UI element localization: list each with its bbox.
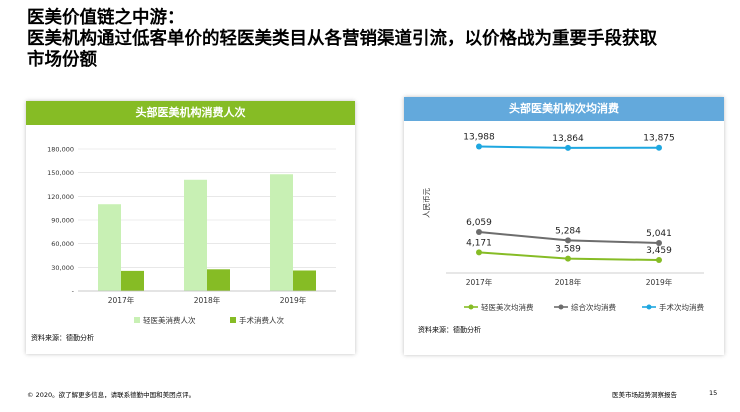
title-line-3: 市场份额 xyxy=(27,50,97,70)
bar-light xyxy=(270,174,293,291)
x-tick-label: 2019年 xyxy=(646,277,673,287)
y-tick-label: 120,000 xyxy=(47,193,74,201)
series-point xyxy=(476,249,482,256)
legend-marker xyxy=(468,304,474,310)
data-label: 13,864 xyxy=(552,134,584,144)
legend-label: 手术次均消费 xyxy=(659,302,704,312)
x-tick-label: 2018年 xyxy=(194,295,221,305)
series-point xyxy=(565,144,571,151)
visits-chart-source: 资料来源：德勤分析 xyxy=(31,334,94,342)
visits-bar-chart: - 30,000 60,000 90,000 120,000 150,000 180,000… xyxy=(47,146,336,325)
data-label: 3,459 xyxy=(646,246,672,256)
series-point xyxy=(476,229,482,236)
visits-chart-panel: 头部医美机构消费人次 - 30,000 60,000 90,000 120,000 150… xyxy=(26,101,355,354)
legend-marker xyxy=(646,304,652,310)
footer-report-name: 医美市场趋势洞察报告 xyxy=(612,391,677,399)
page-number: 15 xyxy=(709,389,718,397)
y-tick-label: 60,000 xyxy=(51,240,74,248)
legend-label: 综合次均消费 xyxy=(571,302,616,312)
legend-label: 轻医美次均消费 xyxy=(481,302,534,312)
title-line-2: 医美机构通过低客单价的轻医美类目从各营销渠道引流，以价格战为重要手段获取 xyxy=(27,29,657,49)
legend-label: 轻医美消费人次 xyxy=(143,315,196,325)
spend-chart-source: 资料来源：德勤分析 xyxy=(418,326,481,334)
visits-chart-header: 头部医美机构消费人次 xyxy=(26,101,355,125)
x-tick-label: 2019年 xyxy=(280,295,307,305)
y-tick-label: 90,000 xyxy=(51,217,74,225)
y-tick-label: 30,000 xyxy=(51,264,74,272)
title-line-1: 医美价值链之中游： xyxy=(27,8,185,28)
x-tick-label: 2017年 xyxy=(108,295,135,305)
bar-light xyxy=(184,179,207,291)
series-point xyxy=(476,143,482,150)
series-point xyxy=(565,237,571,244)
data-label: 4,171 xyxy=(466,238,492,248)
bar-surgery xyxy=(121,270,144,291)
series-point xyxy=(656,144,662,151)
data-label: 13,988 xyxy=(463,133,495,143)
series-point xyxy=(565,255,571,262)
data-label: 5,041 xyxy=(646,229,672,239)
legend-label: 手术消费人次 xyxy=(239,315,284,325)
spend-line-chart: 2017年 2018年 2019年 人民币元 4,171 3,589 3,459 6,059 5… xyxy=(422,133,704,312)
y-axis-label: 人民币元 xyxy=(422,188,431,218)
bar-surgery xyxy=(207,269,230,291)
legend-marker xyxy=(558,304,564,310)
legend-swatch xyxy=(134,317,140,323)
x-tick-label: 2017年 xyxy=(466,277,493,287)
page-title: 医美价值链之中游： 医美机构通过低客单价的轻医美类目从各营销渠道引流，以价格战为… xyxy=(27,8,657,71)
y-tick-label: 150,000 xyxy=(47,169,74,177)
data-label: 5,284 xyxy=(555,226,581,236)
spend-chart-panel: 头部医美机构次均消费 2017年 2018年 2019年 人民币元 4,171 3,589… xyxy=(404,97,724,355)
data-label: 6,059 xyxy=(466,218,492,228)
x-tick-label: 2018年 xyxy=(555,277,582,287)
series-point xyxy=(656,257,662,264)
bar-light xyxy=(98,204,121,291)
legend-swatch xyxy=(230,317,236,323)
y-tick-label: - xyxy=(72,288,75,296)
series-point xyxy=(656,239,662,246)
bar-surgery xyxy=(293,270,316,291)
y-tick-label: 180,000 xyxy=(47,146,74,154)
data-label: 3,589 xyxy=(555,245,581,255)
footer-copyright: © 2020。欲了解更多信息，请联系德勤中国和美团点评。 xyxy=(27,391,196,399)
spend-chart-header: 头部医美机构次均消费 xyxy=(404,97,724,121)
data-label: 13,875 xyxy=(643,134,675,144)
